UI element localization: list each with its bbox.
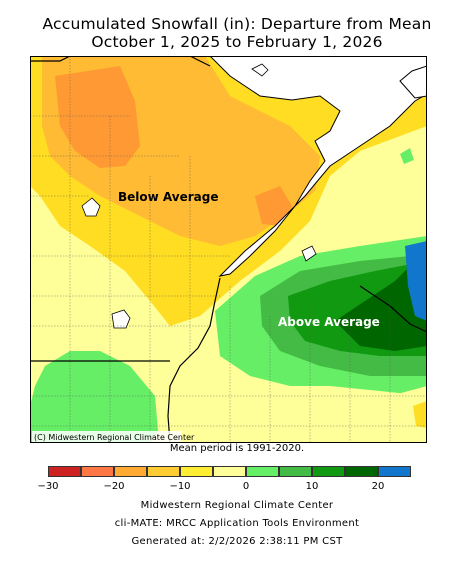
lake-small-2 [111, 309, 131, 329]
isle-royale [251, 63, 269, 77]
legend-swatch [147, 466, 180, 477]
county-lines [30, 56, 427, 443]
zone-yellow-se [413, 401, 427, 428]
lake-michigan [399, 65, 427, 99]
legend-swatch [312, 466, 345, 477]
state-border-wi-mi [359, 285, 427, 333]
state-border-mn-wi [167, 277, 221, 443]
zone-light-green-sw [30, 351, 158, 443]
legend-swatch [180, 466, 213, 477]
zone-orange-2 [255, 186, 292, 226]
legend-tick-label: 0 [242, 481, 250, 492]
zone-darker-green [335, 256, 427, 351]
legend-swatch [279, 466, 312, 477]
footer-org: Midwestern Regional Climate Center [140, 500, 334, 511]
legend-tick-label: 10 [305, 481, 319, 492]
legend-swatch [114, 466, 147, 477]
legend-tick-label: 20 [371, 481, 385, 492]
legend-swatch [81, 466, 114, 477]
legend-swatch [246, 466, 279, 477]
legend-swatch [378, 466, 411, 477]
label-above-average: Above Average [278, 315, 380, 329]
legend-swatch [213, 466, 246, 477]
map-title-line2: October 1, 2025 to February 1, 2026 [91, 33, 383, 51]
footer-app: cli-MATE: MRCC Application Tools Environ… [114, 518, 360, 529]
footer-generated: Generated at: 2/2/2026 2:38:11 PM CST [131, 536, 343, 547]
map-frame [30, 56, 427, 443]
lake-small-1 [81, 197, 101, 217]
label-below-average: Below Average [118, 190, 218, 204]
snowfall-departure-map: Below Average Above Average (C) Midweste… [30, 56, 427, 443]
zone-orange [55, 66, 140, 168]
lake-superior [209, 56, 427, 277]
zone-light-green-ne [400, 148, 414, 164]
lake-nipigon-bit [301, 245, 317, 262]
zone-blue [405, 241, 427, 321]
map-title-line1: Accumulated Snowfall (in): Departure fro… [42, 15, 432, 33]
border-canada [30, 56, 211, 67]
zone-pale-yellow-se [370, 386, 427, 443]
legend-swatch [345, 466, 378, 477]
map-credit: (C) Midwestern Regional Climate Center [34, 433, 195, 442]
legend-tick-label: −30 [37, 481, 59, 492]
legend-tick-label: −10 [169, 481, 191, 492]
legend-tick-label: −20 [103, 481, 125, 492]
mean-period-note: Mean period is 1991-2020. [169, 443, 305, 454]
legend-swatch [48, 466, 81, 477]
